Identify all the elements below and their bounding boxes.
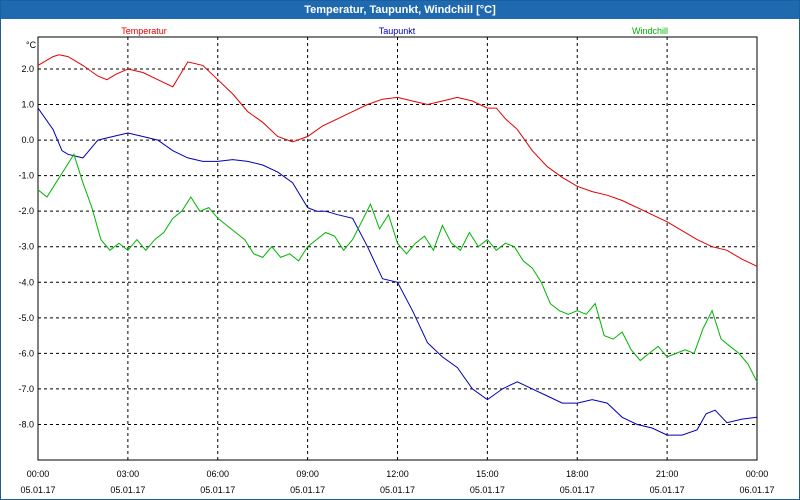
x-tick-date: 05.01.17 <box>470 485 505 495</box>
x-tick-date: 05.01.17 <box>560 485 595 495</box>
y-tick-label: -8.0 <box>18 419 34 429</box>
x-tick-time: 00:00 <box>27 469 50 479</box>
y-tick-label: -2.0 <box>18 206 34 216</box>
legend-taupunkt: Taupunkt <box>379 26 416 36</box>
x-tick-time: 12:00 <box>386 469 409 479</box>
x-tick-time: 21:00 <box>656 469 679 479</box>
x-tick-time: 09:00 <box>296 469 319 479</box>
x-tick-date: 05.01.17 <box>380 485 415 495</box>
window-title: Temperatur, Taupunkt, Windchill [°C] <box>1 1 799 19</box>
y-tick-label: 2.0 <box>21 64 34 74</box>
series-line-taupunkt <box>37 107 758 436</box>
y-axis-unit: °C <box>26 40 37 50</box>
series-line-temperatur <box>37 54 758 267</box>
legend-windchill: Windchill <box>632 26 668 36</box>
x-tick-date: 05.01.17 <box>200 485 235 495</box>
x-tick-time: 15:00 <box>476 469 499 479</box>
y-tick-label: 0.0 <box>21 135 34 145</box>
x-tick-date: 05.01.17 <box>290 485 325 495</box>
x-tick-date: 05.01.17 <box>650 485 685 495</box>
y-tick-label: -5.0 <box>18 313 34 323</box>
y-tick-label: -3.0 <box>18 242 34 252</box>
y-tick-label: 1.0 <box>21 100 34 110</box>
y-tick-label: -7.0 <box>18 384 34 394</box>
y-tick-label: -6.0 <box>18 348 34 358</box>
legend: Temperatur Taupunkt Windchill <box>121 26 668 36</box>
series-line-windchill <box>37 153 758 383</box>
legend-temperatur: Temperatur <box>121 26 167 36</box>
x-tick-date: 05.01.17 <box>110 485 145 495</box>
x-tick-time: 00:00 <box>746 469 769 479</box>
series-layer <box>37 54 758 436</box>
grid <box>38 37 757 460</box>
x-tick-time: 03:00 <box>117 469 140 479</box>
y-tick-label: -1.0 <box>18 171 34 181</box>
y-tick-label: -4.0 <box>18 277 34 287</box>
axis-labels: 2.0 1.0 0.0 -1.0 -2.0 -3.0 -4.0 -5.0 -6.0 -7.0 -8.… <box>18 64 774 495</box>
x-tick-time: 18:00 <box>566 469 589 479</box>
x-tick-time: 06:00 <box>206 469 229 479</box>
x-tick-date: 06.01.17 <box>739 485 774 495</box>
x-tick-date: 05.01.17 <box>20 485 55 495</box>
